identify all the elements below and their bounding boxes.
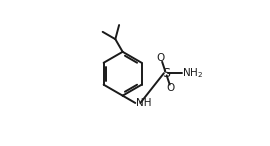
Text: NH$_2$: NH$_2$ xyxy=(182,66,203,80)
Text: S: S xyxy=(162,67,170,80)
Text: NH: NH xyxy=(136,98,151,108)
Text: O: O xyxy=(157,53,165,63)
Text: O: O xyxy=(167,83,175,93)
